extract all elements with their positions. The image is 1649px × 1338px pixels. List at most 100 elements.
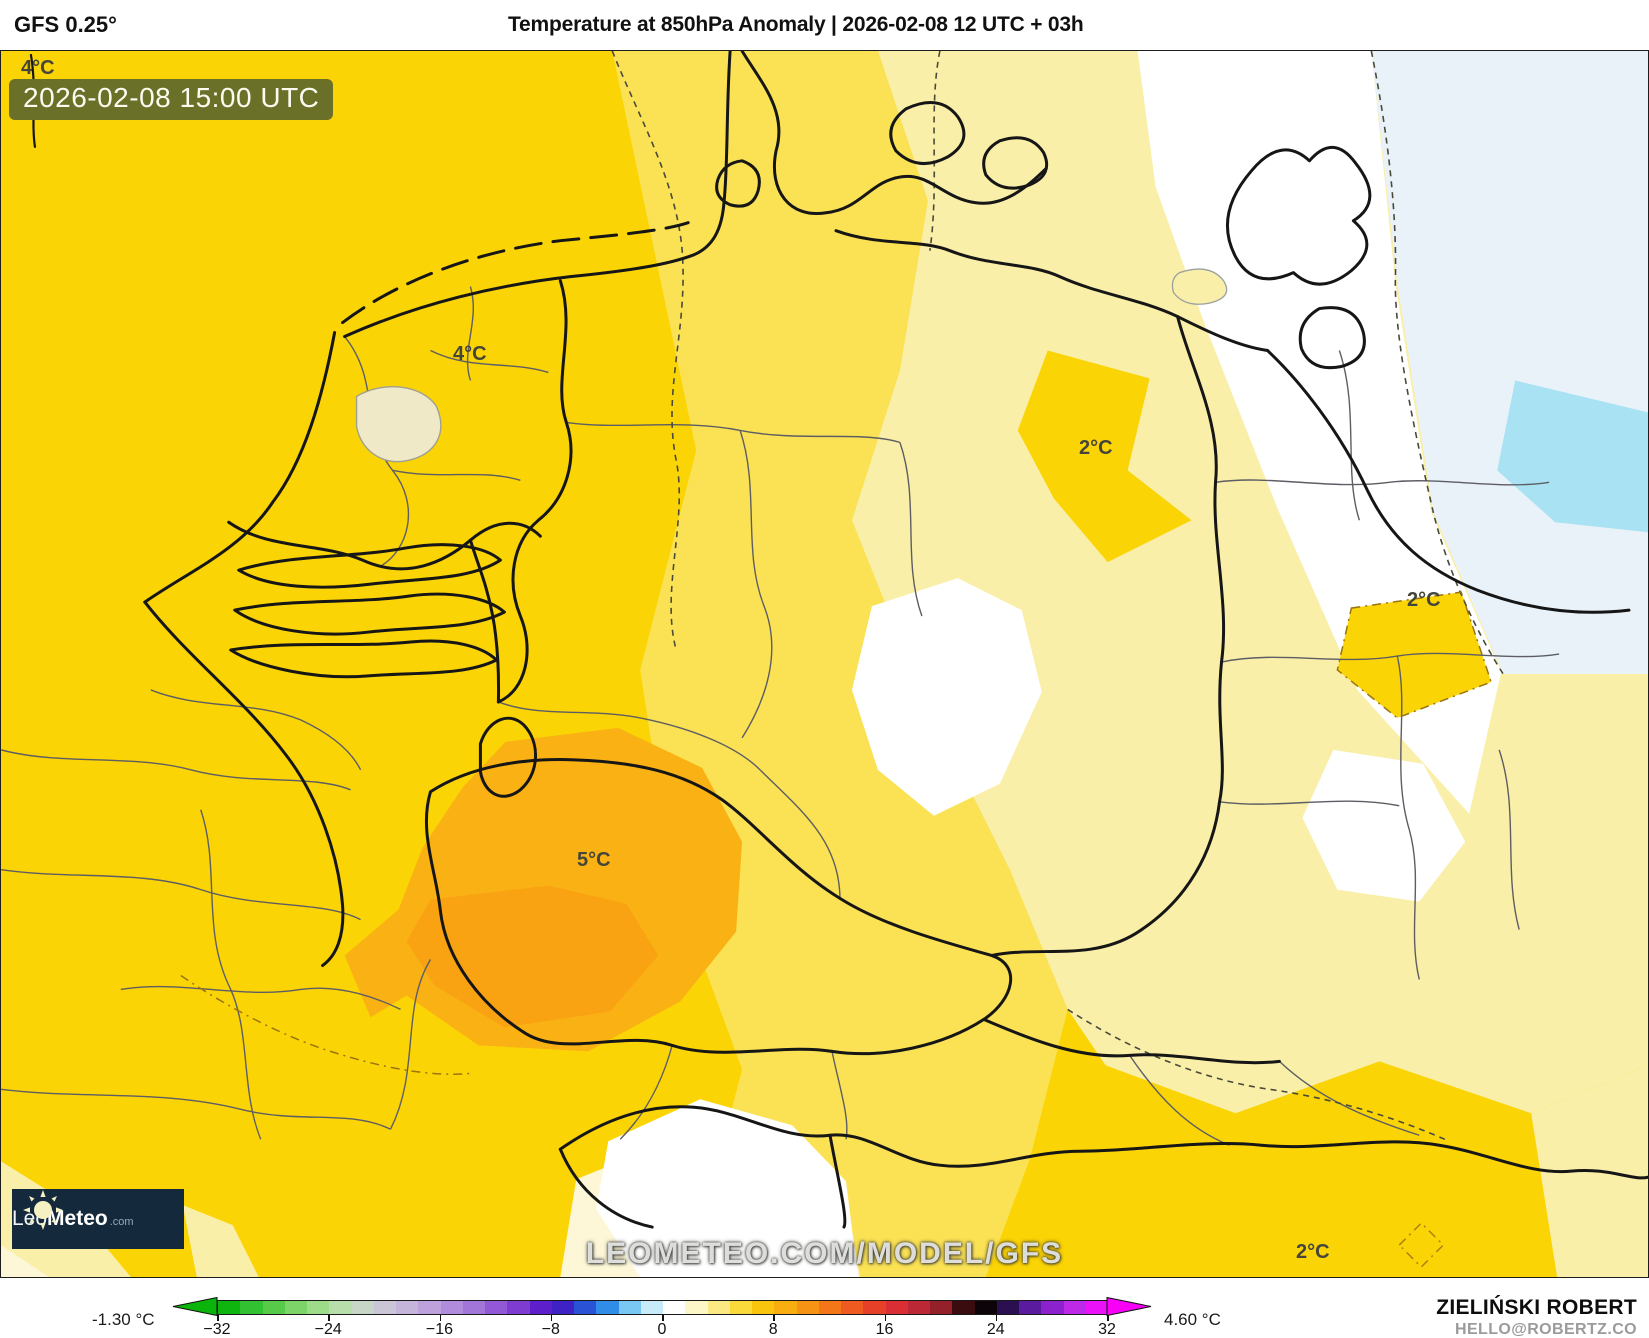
colorbar-tick xyxy=(1107,1315,1109,1321)
header: GFS 0.25° Temperature at 850hPa Anomaly … xyxy=(0,0,1649,50)
border-alps xyxy=(558,1105,1648,1180)
danish-island-b xyxy=(982,136,1049,190)
colorbar-tick xyxy=(884,1315,886,1321)
delta-island-b xyxy=(233,592,506,636)
map-temp-label: 2°C xyxy=(1079,437,1113,459)
colorbar-bin xyxy=(1019,1301,1042,1314)
map-temp-label: 4°C xyxy=(21,57,55,79)
region-negative-2-patch xyxy=(1497,380,1648,533)
timestamp-badge: 2026-02-08 15:00 UTC xyxy=(9,79,334,120)
border-cz-sk xyxy=(982,1017,1281,1065)
colorbar-bin xyxy=(752,1301,775,1314)
colorbar-bin xyxy=(685,1301,708,1314)
colorbar-bin xyxy=(729,1301,752,1314)
colorbar-tick-label: −32 xyxy=(203,1321,231,1338)
colorbar-bin xyxy=(373,1301,396,1314)
colorbar-bin xyxy=(240,1301,263,1314)
wadden-islands xyxy=(341,221,690,325)
colorbar-bin xyxy=(596,1301,619,1314)
colorbar-bin xyxy=(329,1301,352,1314)
border-nl-de xyxy=(496,279,573,704)
region-anomaly-4-patch-b xyxy=(1337,592,1492,718)
colorbar-bin xyxy=(485,1301,508,1314)
contour-lines xyxy=(180,51,1504,1142)
watermark: LEOMETEO.COM/MODEL/GFS xyxy=(585,1237,1064,1270)
colorbar-bin xyxy=(1085,1301,1108,1314)
delta-island-a xyxy=(237,543,502,589)
colorbar-bin xyxy=(663,1301,686,1314)
coast-baltic xyxy=(834,229,1269,353)
colorbar-bin xyxy=(707,1301,730,1314)
colorbar-right-arrow xyxy=(1106,1297,1152,1316)
legend-max-label: 4.60 °C xyxy=(1164,1310,1221,1329)
border-be-de xyxy=(468,538,501,704)
credit-email: HELLO@ROBERTZ.CO xyxy=(1455,1321,1637,1338)
colorbar-tick xyxy=(995,1315,998,1321)
logo-suffix: .com xyxy=(109,1216,134,1228)
colorbar-bin xyxy=(996,1301,1019,1314)
model-label: GFS 0.25° xyxy=(14,12,117,37)
admin-borders xyxy=(1,286,1560,1146)
colorbar-bin xyxy=(218,1301,241,1314)
colorbar-tick-label: 0 xyxy=(657,1321,667,1338)
colorbar-bin xyxy=(885,1301,908,1314)
region-zero-alps xyxy=(596,1099,858,1277)
region-anomaly-1-corner xyxy=(1,1245,49,1277)
sun-icon xyxy=(23,1190,63,1230)
region-zero-center xyxy=(851,578,1042,816)
map-temp-label: 4°C xyxy=(453,343,487,365)
colorbar-tick xyxy=(439,1315,441,1321)
colorbar-tick-label: 8 xyxy=(768,1321,778,1338)
coast-benelux xyxy=(143,331,337,604)
country-borders xyxy=(29,51,1648,1229)
anomaly-region-fills xyxy=(1,51,1648,1277)
colorbar-bin xyxy=(640,1301,663,1314)
colorbar-bin xyxy=(440,1301,463,1314)
colorbar-bin xyxy=(796,1301,819,1314)
colorbar-bin xyxy=(818,1301,841,1314)
colorbar-bin xyxy=(418,1301,441,1314)
danish-island-c xyxy=(715,159,761,208)
coast-denmark xyxy=(740,51,1048,216)
usedom-island xyxy=(1298,306,1366,370)
page-title: Temperature at 850hPa Anomaly | 2026-02-… xyxy=(507,13,1084,36)
colorbar-tick-label: 32 xyxy=(1098,1321,1116,1338)
colorbar-bin xyxy=(930,1301,953,1314)
colorbar-bin xyxy=(841,1301,864,1314)
map-svg xyxy=(1,51,1648,1277)
colorbar-bin xyxy=(618,1301,641,1314)
map-canvas: 2026-02-08 15:00 UTC 4°C 4°C 2°C 2°C 5°C 2°C … xyxy=(0,50,1649,1278)
colorbar-bin xyxy=(952,1301,975,1314)
colorbar-tick xyxy=(217,1315,219,1321)
legend-min-label: -1.30 °C xyxy=(92,1310,155,1329)
map-temp-label: 2°C xyxy=(1296,1241,1330,1263)
colorbar-bin xyxy=(551,1301,574,1314)
colorbar-tick-label: −8 xyxy=(541,1321,560,1338)
colorbar-bin xyxy=(863,1301,886,1314)
border-nl-be xyxy=(227,520,542,571)
colorbar-tick xyxy=(662,1315,664,1321)
colorbar-left-arrow xyxy=(172,1297,218,1316)
colorbar-tick-label: 16 xyxy=(875,1321,894,1338)
region-zero-right xyxy=(1302,749,1466,902)
leometeo-logo: LeoMeteo .com xyxy=(12,1189,184,1249)
border-luxembourg xyxy=(478,716,538,798)
colorbar-tick-label: −16 xyxy=(425,1321,454,1338)
map-temp-label: 2°C xyxy=(1407,589,1441,611)
map-temp-label: 5°C xyxy=(577,849,611,871)
colorbar-tick xyxy=(550,1315,553,1321)
colorbar-bin xyxy=(462,1301,485,1314)
lagoon xyxy=(1171,268,1228,305)
colorbar-bin xyxy=(974,1301,997,1314)
colorbar-bin xyxy=(507,1301,530,1314)
coast-north xyxy=(343,51,732,339)
danish-island-a xyxy=(889,101,966,165)
region-anomaly-4-patch-a xyxy=(1017,350,1192,563)
border-be-fr xyxy=(143,600,345,968)
colorbar-bin xyxy=(284,1301,307,1314)
colorbar-bin xyxy=(262,1301,285,1314)
colorbar-bin xyxy=(774,1301,797,1314)
ijsselmeer-lake xyxy=(355,386,442,463)
colorbar-bin xyxy=(307,1301,330,1314)
